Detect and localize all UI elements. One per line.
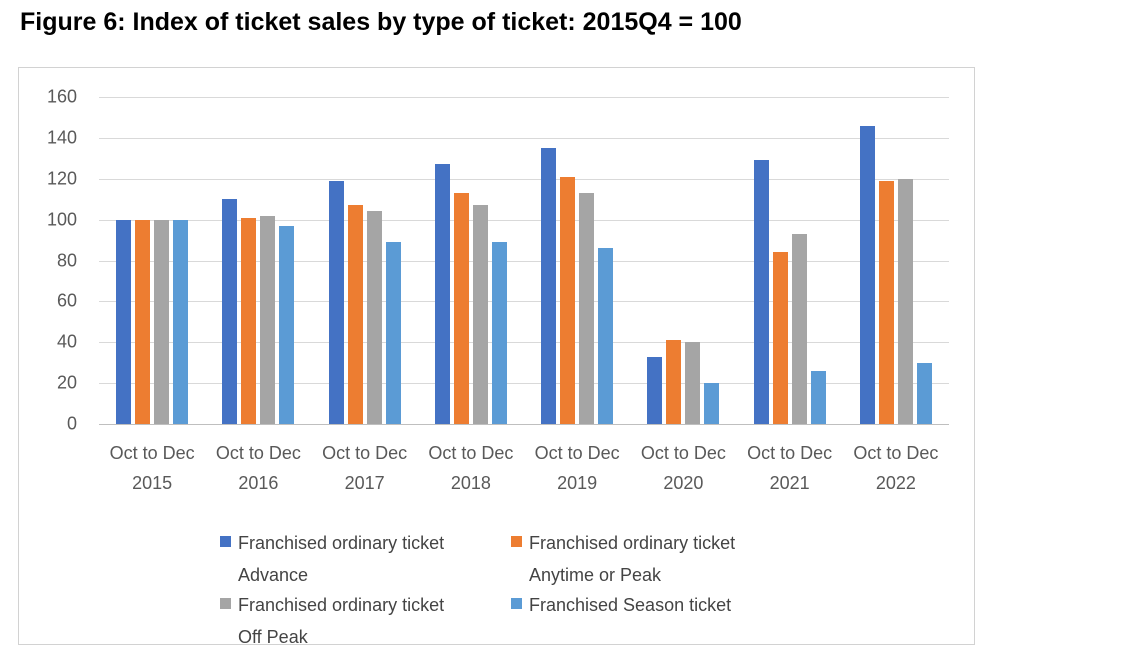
bar xyxy=(878,180,894,424)
x-tick-label: Oct to Dec 2020 xyxy=(630,438,736,498)
legend-label: Franchised ordinary ticket Off Peak xyxy=(238,589,445,645)
x-tick-label: Oct to Dec 2021 xyxy=(737,438,843,498)
y-tick-label: 0 xyxy=(66,413,77,434)
legend-label: Franchised ordinary ticket Anytime or Pea… xyxy=(529,527,735,591)
bar xyxy=(472,205,488,424)
legend-swatch xyxy=(220,536,231,547)
bar xyxy=(810,370,826,424)
bar xyxy=(897,178,913,424)
x-tick-line1: Oct to Dec xyxy=(215,443,301,463)
gridline xyxy=(99,219,949,221)
gridline xyxy=(99,260,949,262)
x-tick-year: 2018 xyxy=(450,473,491,493)
legend-label: Franchised Season ticket xyxy=(529,589,731,621)
gridline xyxy=(99,178,949,180)
bar xyxy=(116,219,132,424)
x-tick-line1: Oct to Dec xyxy=(428,443,514,463)
legend-label-line1: Franchised ordinary ticket xyxy=(238,595,445,615)
legend-item: Franchised ordinary ticket Advance xyxy=(220,527,444,591)
y-tick-label: 20 xyxy=(56,372,77,393)
x-tick-label: Oct to Dec 2016 xyxy=(205,438,311,498)
y-tick-label: 40 xyxy=(56,331,77,352)
x-tick-line1: Oct to Dec xyxy=(109,443,195,463)
bar xyxy=(328,180,344,424)
legend-item: Franchised ordinary ticket Anytime or Pea… xyxy=(511,527,735,591)
y-tick-label: 100 xyxy=(46,209,77,230)
x-tick-year: 2022 xyxy=(875,473,916,493)
bar xyxy=(916,362,932,424)
legend-item: Franchised Season ticket xyxy=(511,589,731,621)
bar xyxy=(579,193,595,424)
bar xyxy=(241,217,257,424)
y-tick-label: 120 xyxy=(46,168,77,189)
x-axis-line xyxy=(99,424,949,425)
x-tick-year: 2019 xyxy=(557,473,598,493)
page-title: Figure 6: Index of ticket sales by type … xyxy=(20,8,742,36)
bar xyxy=(791,233,807,424)
legend-label-line1: Franchised ordinary ticket xyxy=(238,533,445,553)
bar xyxy=(173,219,189,424)
chart-area: 0 20 40 60 80 100 120 140 160 Oct to Dec 2015 Oct … xyxy=(18,67,975,645)
legend-label-line1: Franchised Season ticket xyxy=(529,595,732,615)
legend-swatch xyxy=(220,598,231,609)
bar xyxy=(347,205,363,424)
x-tick-line1: Oct to Dec xyxy=(853,443,939,463)
x-tick-label: Oct to Dec 2017 xyxy=(312,438,418,498)
bar xyxy=(772,252,788,424)
x-tick-label: Oct to Dec 2019 xyxy=(524,438,630,498)
legend-label: Franchised ordinary ticket Advance xyxy=(238,527,444,591)
x-tick-year: 2015 xyxy=(132,473,173,493)
bar xyxy=(753,160,769,424)
legend-label-line2: Off Peak xyxy=(238,627,308,645)
x-tick-line1: Oct to Dec xyxy=(322,443,408,463)
bar xyxy=(154,219,170,424)
x-tick-label: Oct to Dec 2022 xyxy=(843,438,949,498)
legend-label-line1: Franchised ordinary ticket xyxy=(529,533,736,553)
x-tick-year: 2020 xyxy=(663,473,704,493)
x-tick-year: 2017 xyxy=(344,473,385,493)
bar xyxy=(260,215,276,424)
x-tick-line1: Oct to Dec xyxy=(534,443,620,463)
gridline xyxy=(99,97,949,98)
gridline xyxy=(99,137,949,139)
bar xyxy=(666,340,682,424)
y-tick-label: 80 xyxy=(56,250,77,270)
legend-swatch xyxy=(511,536,522,547)
x-tick-line1: Oct to Dec xyxy=(640,443,726,463)
y-tick-label: 140 xyxy=(46,127,77,148)
gridline xyxy=(99,301,949,303)
bar xyxy=(385,242,401,424)
x-tick-year: 2021 xyxy=(769,473,810,493)
legend-label-line2: Anytime or Peak xyxy=(529,565,662,585)
legend-item: Franchised ordinary ticket Off Peak xyxy=(220,589,445,645)
bar xyxy=(279,225,295,424)
y-tick-label: 60 xyxy=(56,290,77,311)
x-tick-year: 2016 xyxy=(238,473,279,493)
bar xyxy=(453,193,469,424)
bar xyxy=(222,199,238,424)
x-tick-label: Oct to Dec 2018 xyxy=(418,438,524,498)
bar xyxy=(491,242,507,424)
y-tick-label: 160 xyxy=(46,86,77,107)
bar xyxy=(434,164,450,424)
legend-label-line2: Advance xyxy=(238,565,309,585)
bar xyxy=(647,356,663,424)
bar xyxy=(135,219,151,424)
x-tick-label: Oct to Dec 2015 xyxy=(99,438,205,498)
bar xyxy=(560,176,576,424)
x-tick-line1: Oct to Dec xyxy=(747,443,833,463)
gridline xyxy=(99,342,949,344)
bar xyxy=(366,211,382,424)
bar xyxy=(859,125,875,424)
bar xyxy=(704,383,720,424)
bar xyxy=(685,342,701,424)
bar xyxy=(541,148,557,424)
legend-swatch xyxy=(511,598,522,609)
gridline xyxy=(99,383,949,385)
bar xyxy=(598,248,614,424)
